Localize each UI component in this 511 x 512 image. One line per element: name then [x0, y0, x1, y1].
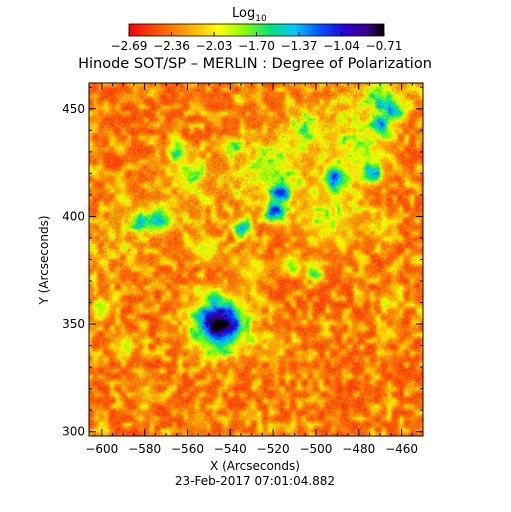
x-tick-label: −560 — [171, 442, 204, 456]
colorbar-tick-labels: −2.69 −2.36 −2.03 −1.70 −1.37 −1.04 −0.71 — [111, 39, 403, 53]
colorbar-tick-label: −1.70 — [238, 39, 275, 53]
colorbar-label: Log10 — [232, 6, 267, 24]
colorbar-tick-label: −2.36 — [153, 39, 190, 53]
colorbar-ticks — [128, 32, 385, 36]
heatmap-image — [89, 83, 423, 436]
y-axis-label: Y (Arcseconds) — [37, 215, 51, 305]
x-axis: −600 −580 −560 −540 −520 −500 −480 −460 — [85, 83, 424, 456]
x-tick-label: −480 — [342, 442, 375, 456]
x-tick-label: −580 — [128, 442, 161, 456]
y-tick-label: 300 — [62, 425, 85, 439]
colorbar-label-subscript: 10 — [255, 14, 267, 24]
x-tick-label: −460 — [385, 442, 418, 456]
chart-title: Hinode SOT/SP – MERLIN : Degree of Polar… — [78, 56, 432, 72]
x-tick-label: −520 — [257, 442, 290, 456]
colorbar-tick-label: −2.69 — [111, 39, 148, 53]
x-tick-label: −600 — [85, 442, 118, 456]
colorbar-tick-label: −2.03 — [196, 39, 233, 53]
colorbar-tick-label: −0.71 — [366, 39, 403, 53]
x-tick-label: −540 — [214, 442, 247, 456]
colorbar-tick-label: −1.37 — [281, 39, 318, 53]
y-axis: 300 350 400 450 — [62, 86, 423, 439]
colorbar-tick-label: −1.04 — [323, 39, 360, 53]
y-tick-label: 350 — [62, 317, 85, 331]
y-tick-label: 450 — [62, 102, 85, 116]
x-axis-label: X (Arcseconds) — [210, 459, 300, 473]
y-tick-label: 400 — [62, 209, 85, 223]
timestamp: 23-Feb-2017 07:01:04.882 — [175, 474, 335, 488]
x-tick-label: −500 — [299, 442, 332, 456]
plot-area — [88, 82, 424, 437]
